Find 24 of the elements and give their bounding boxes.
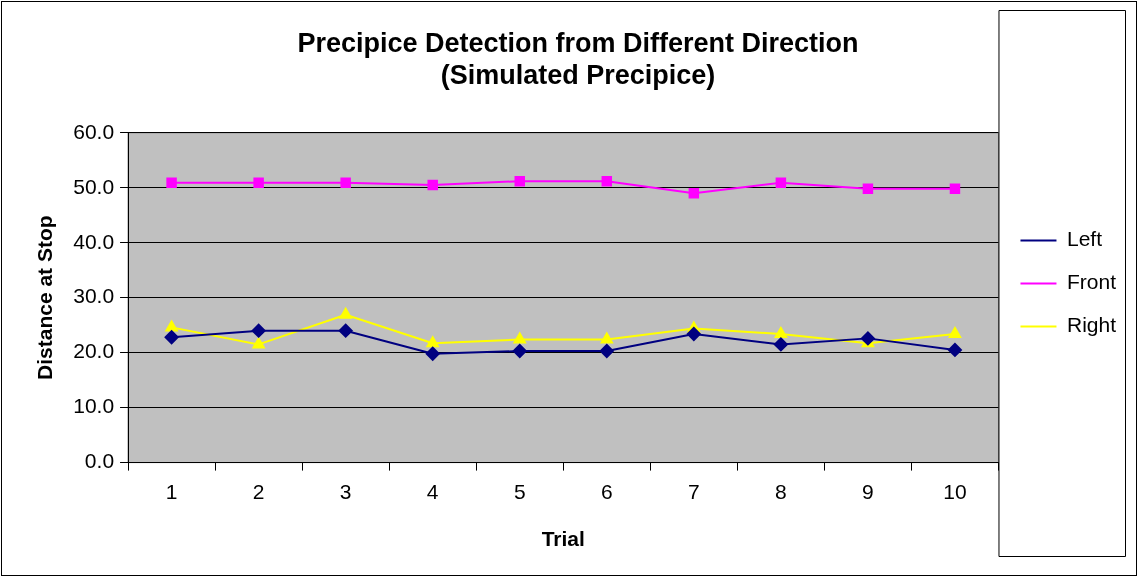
- x-tick-label: 7: [687, 480, 700, 503]
- y-tick-label: 40.0: [73, 229, 115, 253]
- y-axis-title: Distance at Stop: [33, 215, 57, 380]
- text: Precipice Detection from Different Direction: [297, 27, 859, 58]
- x-tick-label: 3: [339, 480, 352, 503]
- x-tick-label: 10: [943, 480, 967, 503]
- x-tick-label: 2: [252, 480, 265, 503]
- legend-label: Right: [1066, 313, 1117, 337]
- y-tick-label: 0.0: [84, 449, 115, 473]
- legend-label: Left: [1066, 227, 1103, 251]
- x-tick-label: 5: [513, 480, 526, 503]
- y-tick-label: 10.0: [73, 394, 115, 418]
- y-tick-label: 50.0: [73, 174, 115, 198]
- y-tick-label: 20.0: [73, 339, 115, 363]
- legend-label: Front: [1066, 270, 1117, 294]
- y-tick-label: 60.0: [73, 119, 115, 143]
- x-tick-label: 4: [426, 480, 439, 503]
- x-tick-label: 6: [600, 480, 613, 503]
- x-axis-title: Trial: [541, 527, 585, 551]
- y-tick-label: 30.0: [73, 284, 115, 308]
- text: (Simulated Precipice): [440, 60, 716, 91]
- x-tick-label: 1: [165, 480, 178, 503]
- x-tick-label: 9: [862, 480, 874, 503]
- x-tick-label: 8: [775, 480, 787, 503]
